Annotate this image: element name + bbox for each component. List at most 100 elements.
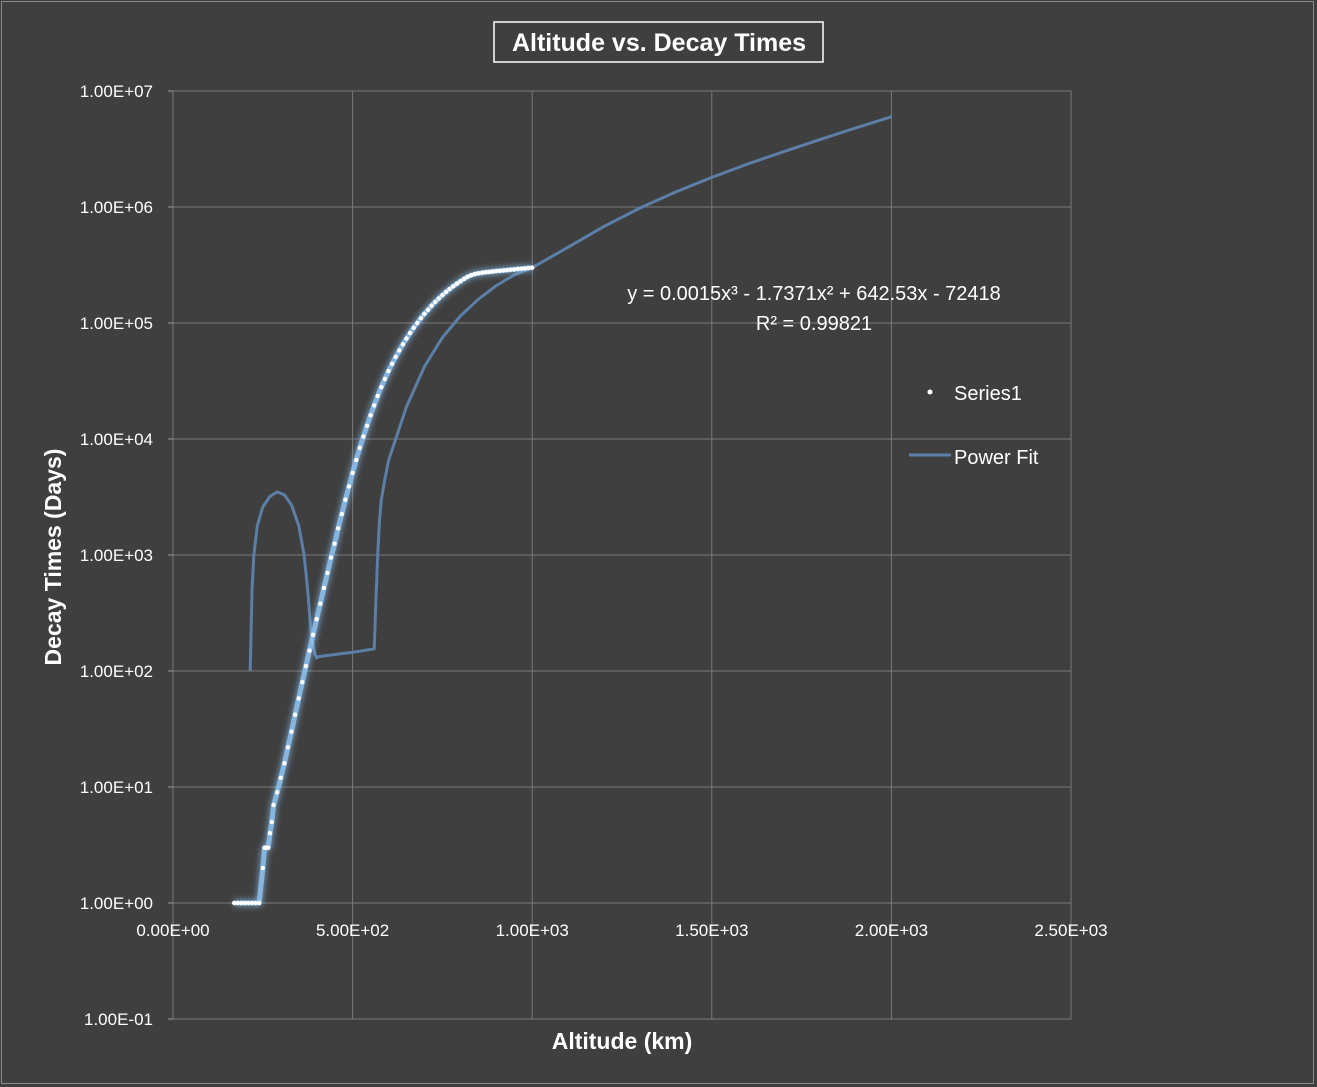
series1-point — [508, 267, 513, 272]
series1-point — [275, 790, 280, 795]
series1-point — [404, 336, 409, 341]
y-tick-label: 1.00E+06 — [80, 198, 153, 217]
series1-point — [357, 445, 362, 450]
series1-point — [526, 265, 531, 271]
series1-point — [249, 900, 255, 906]
x-axis-title: Altitude (km) — [552, 1028, 693, 1054]
series1-point — [364, 423, 370, 428]
series1-point — [314, 616, 319, 622]
series1-point — [361, 434, 366, 439]
series1-point — [458, 279, 463, 284]
y-tick-label: 1.00E+04 — [80, 430, 153, 449]
series1-point — [425, 307, 431, 312]
series1-point — [350, 470, 355, 476]
legend-item-series1: Series1 — [909, 383, 1022, 405]
series1-point — [321, 585, 327, 591]
series1-point — [433, 299, 438, 305]
series1-point — [235, 900, 240, 906]
series1-point — [486, 269, 492, 275]
series1-point — [440, 292, 445, 298]
trendline-equation: y = 0.0015x³ - 1.7371x² + 642.53x - 7241… — [627, 283, 1001, 305]
series1-point — [468, 273, 474, 278]
power-fit-line — [248, 115, 892, 672]
series1-point — [465, 274, 470, 279]
series1-point — [490, 269, 495, 274]
series1-point — [246, 900, 251, 906]
y-tick-label: 1.00E+00 — [80, 894, 153, 913]
series1-point — [479, 270, 485, 275]
series1-point — [303, 664, 309, 669]
chart-title: Altitude vs. Decay Times — [512, 29, 806, 57]
x-axis-ticks: 0.00E+00 5.00E+02 1.00E+03 1.50E+03 2.00E+03… — [136, 921, 1107, 940]
series1-point — [300, 680, 305, 685]
series1-point — [257, 900, 262, 906]
series1-point — [447, 286, 452, 292]
legend-power-fit-label: Power Fit — [954, 447, 1039, 469]
series1-point — [239, 900, 244, 906]
series1-line — [234, 265, 533, 906]
grid — [168, 90, 1072, 1020]
series1-point — [422, 311, 427, 316]
series1-point — [451, 284, 456, 289]
series1-point — [400, 342, 406, 347]
series1-point — [368, 413, 373, 418]
series1-point — [418, 316, 423, 321]
x-tick-label: 0.00E+00 — [136, 921, 209, 940]
y-tick-label: 1.00E+07 — [80, 82, 153, 101]
series1-point — [310, 632, 316, 637]
series1-point — [519, 266, 524, 271]
series1-point — [436, 296, 441, 301]
series1-point — [343, 497, 348, 502]
series1-point — [253, 900, 258, 906]
series1-point — [501, 268, 506, 273]
y-tick-label: 1.00E-01 — [84, 1010, 153, 1029]
series1-point — [354, 457, 359, 463]
series1-point — [472, 271, 477, 277]
series1-point — [497, 268, 503, 273]
series1-point — [454, 281, 459, 286]
legend-item-power-fit: Power Fit — [909, 447, 1039, 469]
series1-point — [504, 267, 510, 273]
series1-point — [282, 761, 287, 766]
y-axis-title: Decay Times (Days) — [40, 449, 66, 666]
series1-point — [407, 330, 413, 336]
series1-point — [242, 900, 247, 906]
series1-point — [296, 696, 301, 701]
series1-point — [289, 729, 294, 734]
chart-title-box — [493, 21, 824, 63]
series1-point — [336, 526, 341, 531]
series1-point — [271, 802, 276, 808]
series1-point — [269, 819, 274, 825]
series1-point — [411, 325, 416, 330]
series1-point — [530, 265, 535, 270]
x-tick-label: 2.00E+03 — [855, 921, 928, 940]
series1-point — [231, 900, 237, 906]
plot-area: 0.00E+00 5.00E+02 1.00E+03 1.50E+03 2.00E+03… — [80, 82, 1108, 1029]
series1-point — [346, 484, 352, 489]
series1-point — [278, 775, 283, 780]
series1-point — [266, 845, 271, 850]
y-tick-label: 1.00E+01 — [80, 778, 153, 797]
legend-series1-marker — [927, 389, 933, 395]
series1-point — [461, 276, 467, 282]
legend: Series1 Power Fit — [909, 383, 1039, 469]
trendline-r-squared: R² = 0.99821 — [756, 313, 872, 335]
series1-point — [522, 266, 528, 271]
y-tick-label: 1.00E+03 — [80, 546, 153, 565]
series1-point — [476, 271, 481, 276]
series1-point — [382, 376, 388, 382]
series1-point — [512, 267, 517, 272]
series1-point — [393, 354, 398, 360]
series1-point — [267, 831, 273, 836]
series1-point — [443, 289, 449, 295]
series1-point — [494, 268, 499, 274]
x-tick-label: 1.00E+03 — [496, 921, 569, 940]
x-tick-label: 2.50E+03 — [1034, 921, 1107, 940]
series1-point — [375, 393, 380, 399]
y-tick-label: 1.00E+02 — [80, 662, 153, 681]
series1-point — [325, 570, 330, 576]
series1-point — [339, 511, 344, 517]
y-axis-ticks: 1.00E-01 1.00E+00 1.00E+01 1.00E+02 1.00E+03… — [80, 82, 153, 1029]
